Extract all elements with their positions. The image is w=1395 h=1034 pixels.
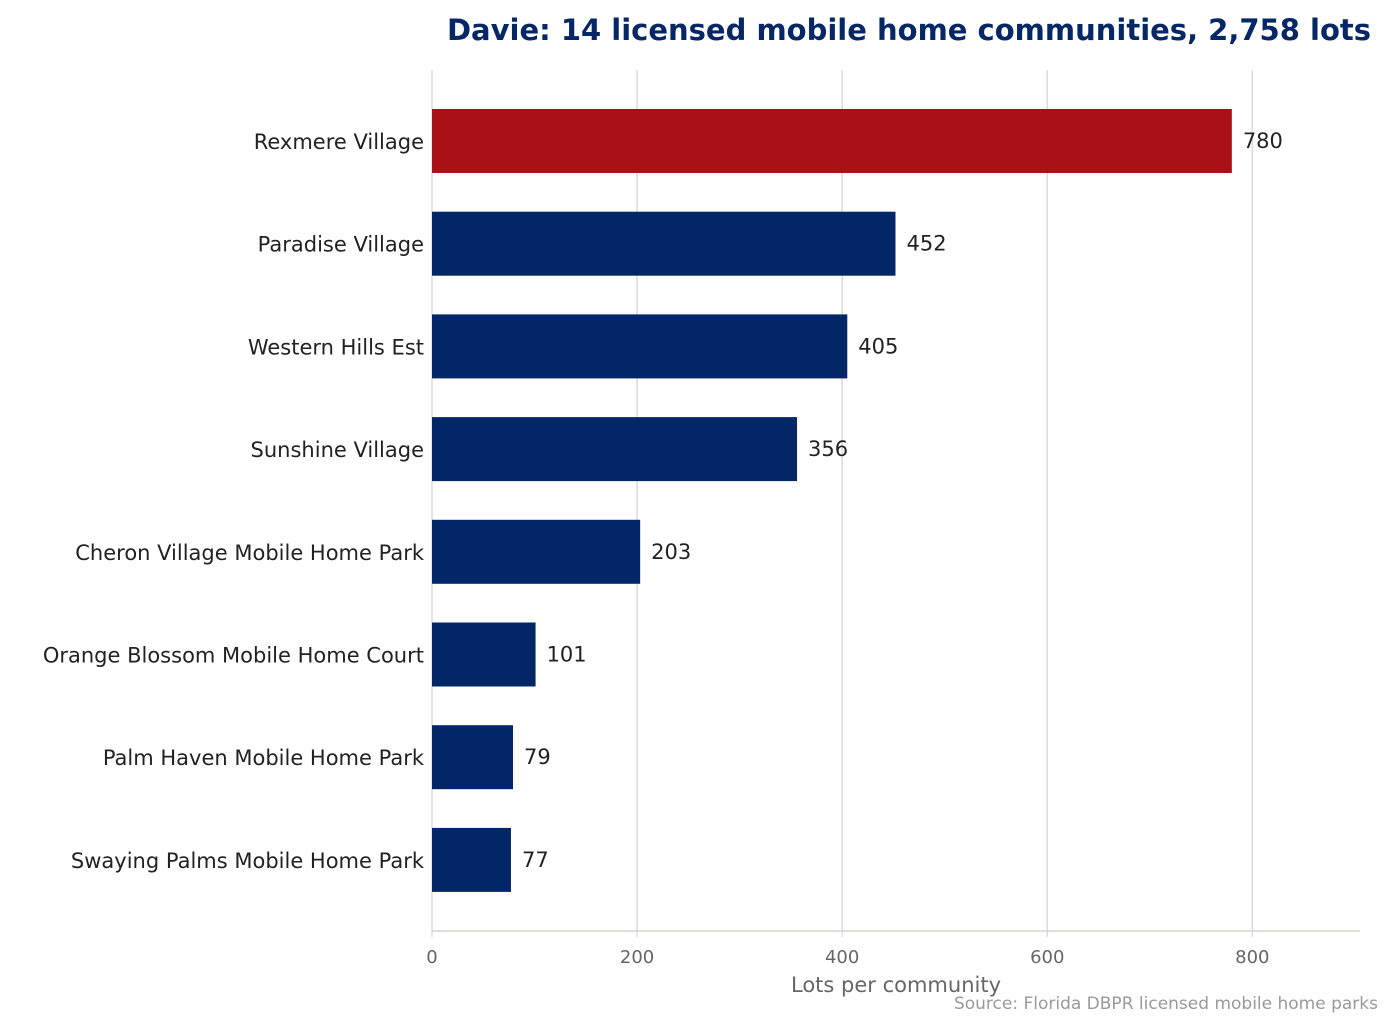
value-label-3: 356	[808, 437, 848, 461]
x-tick-label-800: 800	[1235, 947, 1269, 968]
bar-7	[432, 827, 511, 892]
category-label-0: Rexmere Village	[254, 130, 424, 154]
chart-title: Davie: 14 licensed mobile home communiti…	[447, 13, 1371, 47]
category-label-7: Swaying Palms Mobile Home Park	[71, 849, 425, 873]
value-label-6: 79	[524, 745, 551, 769]
x-tick-label-200: 200	[620, 947, 654, 968]
value-label-0: 780	[1243, 129, 1283, 153]
bar-6	[432, 725, 514, 790]
bar-1	[432, 211, 896, 276]
bar-4	[432, 519, 641, 584]
category-label-3: Sunshine Village	[251, 438, 424, 462]
value-label-5: 101	[547, 643, 587, 667]
value-label-1: 452	[906, 232, 946, 256]
labels: Rexmere Village 780 Paradise Village 452 Wes…	[43, 129, 1283, 873]
value-label-2: 405	[858, 334, 898, 358]
category-label-6: Palm Haven Mobile Home Park	[103, 746, 425, 770]
x-axis: 0 200 400 600 800	[426, 930, 1360, 968]
gridlines	[431, 70, 1254, 931]
bar-5	[432, 622, 536, 687]
category-label-5: Orange Blossom Mobile Home Court	[43, 644, 424, 668]
x-tick-label-600: 600	[1030, 947, 1064, 968]
value-label-4: 203	[651, 540, 691, 564]
bars	[432, 109, 1232, 892]
bar-2	[432, 314, 848, 379]
x-axis-label: Lots per community	[791, 973, 1001, 997]
bar-0	[432, 109, 1232, 173]
category-label-2: Western Hills Est	[248, 335, 424, 359]
value-label-7: 77	[522, 848, 549, 872]
source-note: Source: Florida DBPR licensed mobile hom…	[954, 994, 1378, 1014]
category-label-4: Cheron Village Mobile Home Park	[75, 541, 425, 565]
bar-3	[432, 417, 798, 482]
x-tick-label-0: 0	[426, 947, 437, 968]
x-tick-label-400: 400	[825, 947, 859, 968]
category-label-1: Paradise Village	[258, 233, 424, 257]
